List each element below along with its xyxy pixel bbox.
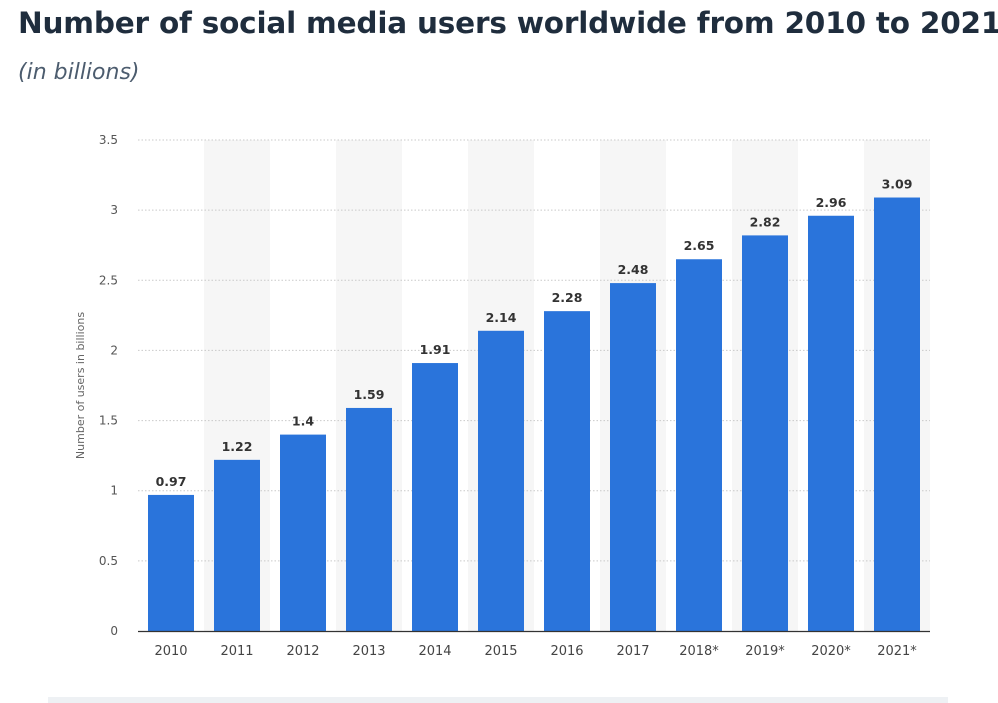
x-tick-label: 2019* bbox=[745, 644, 785, 659]
x-tick-label: 2014 bbox=[418, 644, 451, 659]
data-label: 3.09 bbox=[882, 177, 913, 192]
data-label: 1.59 bbox=[354, 387, 385, 402]
data-label: 2.82 bbox=[750, 214, 781, 229]
x-tick-label: 2013 bbox=[352, 644, 385, 659]
data-label: 2.65 bbox=[684, 238, 715, 253]
footer-divider bbox=[48, 697, 948, 703]
x-tick-label: 2021* bbox=[877, 644, 917, 659]
y-tick-label: 1.5 bbox=[99, 414, 118, 428]
y-axis-title: Number of users in billions bbox=[74, 312, 87, 459]
bar-2011 bbox=[214, 459, 260, 631]
page-title: Number of social media users worldwide f… bbox=[18, 6, 998, 40]
data-label: 2.48 bbox=[618, 262, 649, 277]
y-tick-label: 3.5 bbox=[99, 133, 118, 147]
bar-2016 bbox=[544, 311, 590, 631]
bar-2014 bbox=[412, 363, 458, 631]
x-tick-label: 2016 bbox=[550, 644, 583, 659]
data-label: 2.28 bbox=[552, 290, 583, 305]
x-tick-label: 2012 bbox=[286, 644, 319, 659]
bar-2020 bbox=[808, 215, 854, 632]
data-label: 2.96 bbox=[816, 195, 847, 210]
y-tick-label: 0 bbox=[110, 624, 118, 638]
x-tick-label: 2011 bbox=[220, 644, 253, 659]
y-tick-label: 2.5 bbox=[99, 273, 118, 287]
y-tick-label: 3 bbox=[110, 203, 118, 217]
bar-2019 bbox=[742, 235, 788, 631]
bar-2015 bbox=[478, 330, 524, 631]
bar-2018 bbox=[676, 259, 722, 631]
x-tick-label: 2017 bbox=[616, 644, 649, 659]
x-tick-label: 2018* bbox=[679, 644, 719, 659]
y-tick-label: 0.5 bbox=[99, 554, 118, 568]
bar-2017 bbox=[610, 283, 656, 631]
y-tick-label: 1 bbox=[110, 484, 118, 498]
y-tick-label: 2 bbox=[110, 343, 118, 357]
bar-2013 bbox=[346, 407, 392, 631]
data-label: 1.91 bbox=[420, 342, 451, 357]
x-tick-label: 2015 bbox=[484, 644, 517, 659]
bar-2021 bbox=[874, 197, 920, 631]
bar-2010 bbox=[148, 494, 194, 631]
data-label: 0.97 bbox=[156, 474, 187, 489]
x-tick-label: 2010 bbox=[154, 644, 187, 659]
x-tick-label: 2020* bbox=[811, 644, 851, 659]
bar-2012 bbox=[280, 434, 326, 631]
data-label: 2.14 bbox=[486, 310, 517, 325]
data-label: 1.22 bbox=[222, 439, 253, 454]
page-subtitle: (in billions) bbox=[18, 60, 140, 85]
data-label: 1.4 bbox=[292, 414, 314, 429]
